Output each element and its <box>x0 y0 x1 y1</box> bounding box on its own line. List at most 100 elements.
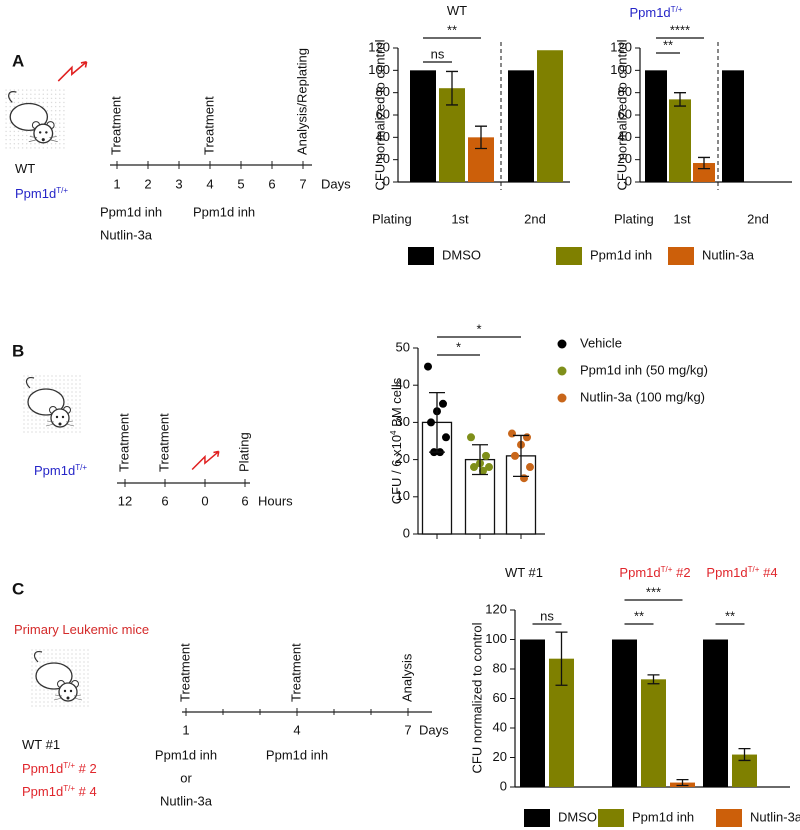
text-part: BM cells <box>389 377 404 430</box>
text-part: WT <box>15 161 35 176</box>
text-part: WT <box>447 3 467 18</box>
y-tick-label: 0 <box>625 173 632 188</box>
legend-label: DMSO <box>442 247 481 262</box>
event-label: Treatment <box>177 643 192 702</box>
timeline-unit: Days <box>321 176 351 191</box>
y-tick-label: 80 <box>376 84 390 99</box>
data-point <box>482 451 490 460</box>
y-axis-label: CFU normalized to control <box>372 39 387 190</box>
timeline-tick-label: 12 <box>118 493 132 508</box>
text-part: Ppm1d <box>22 784 63 799</box>
group-label: WT #1 <box>22 737 60 752</box>
event-label: Analysis <box>399 653 414 702</box>
bar <box>641 679 666 787</box>
y-tick-label: 0 <box>500 778 507 793</box>
timeline-tick-label: 4 <box>206 176 213 191</box>
data-point <box>424 362 432 371</box>
superscript: 4 <box>389 430 398 435</box>
y-tick-label: 20 <box>376 151 390 166</box>
text-part: Primary Leukemic mice <box>14 622 149 637</box>
legend-label: Nutlin-3a <box>750 809 800 824</box>
irradiation-icon <box>57 60 88 82</box>
bar <box>508 70 534 182</box>
legend-label: Nutlin-3a (100 mg/kg) <box>580 389 705 404</box>
y-tick-label: 100 <box>485 631 507 646</box>
text-part: WT #1 <box>505 565 543 580</box>
y-tick-label: 80 <box>493 660 507 675</box>
category-label: 2nd <box>747 211 769 226</box>
group-label: Ppm1dT/+ <box>34 463 87 479</box>
bar <box>520 639 545 787</box>
category-label: 1st <box>673 211 691 226</box>
treatment-label: Ppm1d inh <box>193 204 255 219</box>
text-part: Ppm1d <box>22 761 63 776</box>
text-part: WT #1 <box>22 737 60 752</box>
y-tick-label: 120 <box>610 39 632 54</box>
y-axis-label: CFU normalized to control <box>614 39 629 190</box>
treatment-label: Nutlin-3a <box>100 227 153 242</box>
data-point <box>442 433 450 442</box>
error-bar <box>676 778 689 787</box>
group-label: Ppm1dT/+ # 2 <box>22 761 97 777</box>
superscript: T/+ <box>56 186 68 195</box>
y-tick-label: 20 <box>618 151 632 166</box>
text-part: Ppm1d <box>629 5 670 20</box>
category-label: WT #1 <box>505 565 543 580</box>
category-label: Ppm1dT/+ #4 <box>706 565 777 581</box>
bar <box>537 50 563 182</box>
event-label: Treatment <box>156 413 171 472</box>
y-tick-label: 20 <box>493 749 507 764</box>
text-part: Ppm1d <box>34 463 75 478</box>
mouse-icon <box>22 374 82 434</box>
panel-label: C <box>12 579 24 598</box>
timeline-tick-label: 1 <box>113 176 120 191</box>
data-point <box>479 466 487 475</box>
error-bar <box>674 92 686 107</box>
timeline-unit: Hours <box>258 493 293 508</box>
group-label: Ppm1dT/+ # 4 <box>22 784 97 800</box>
legend-label: Ppm1d inh (50 mg/kg) <box>580 362 708 377</box>
y-tick-label: 50 <box>396 339 410 354</box>
treatment-label: Nutlin-3a <box>160 793 213 808</box>
legend-marker <box>557 366 567 376</box>
chart-title: WT <box>447 3 467 18</box>
error-bar <box>475 125 487 150</box>
timeline-tick-label: 1 <box>182 722 189 737</box>
data-point <box>427 418 435 427</box>
superscript: T/+ <box>748 565 760 574</box>
heading: Primary Leukemic mice <box>14 622 149 637</box>
legend-label: Vehicle <box>580 335 622 350</box>
event-label: Treatment <box>288 643 303 702</box>
y-tick-label: 120 <box>485 601 507 616</box>
y-axis-label: CFU / 6 x104 BM cells <box>389 377 405 504</box>
bar <box>722 70 744 182</box>
data-point <box>485 463 493 472</box>
y-axis-label: CFU normalized to control <box>469 622 484 773</box>
data-point <box>439 399 447 408</box>
x-axis-label: Plating <box>372 211 412 226</box>
error-bar <box>555 631 568 686</box>
panel-label: A <box>12 51 24 70</box>
timeline-tick-label: 7 <box>404 722 411 737</box>
event-label: Treatment <box>201 96 216 155</box>
y-tick-label: 60 <box>493 690 507 705</box>
bar <box>669 99 691 182</box>
superscript: T/+ <box>63 761 75 770</box>
significance-label: ** <box>663 37 673 52</box>
category-label: 1st <box>451 211 469 226</box>
event-label: Analysis/Replating <box>294 48 309 155</box>
legend-label: Nutlin-3a <box>702 247 755 262</box>
timeline-tick-label: 7 <box>299 176 306 191</box>
legend-swatch <box>598 809 624 827</box>
bar <box>693 163 715 182</box>
irradiation-icon <box>191 450 220 471</box>
y-tick-label: 100 <box>368 62 390 77</box>
significance-label: * <box>476 321 481 336</box>
text-part: #4 <box>759 565 777 580</box>
timeline-tick-label: 6 <box>268 176 275 191</box>
event-label: Plating <box>236 432 251 472</box>
timeline-tick-label: 2 <box>144 176 151 191</box>
data-point <box>511 451 519 460</box>
timeline-tick-label: 0 <box>201 493 208 508</box>
y-tick-label: 60 <box>618 106 632 121</box>
